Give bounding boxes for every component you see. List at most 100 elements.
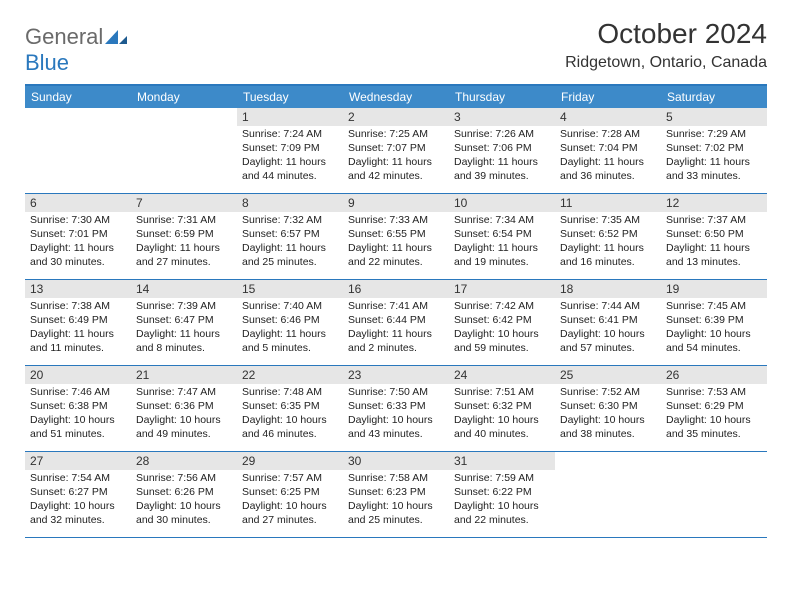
day-info: Sunrise: 7:39 AMSunset: 6:47 PMDaylight:… [131, 298, 237, 357]
day-number: 31 [449, 452, 555, 470]
day-number: 25 [555, 366, 661, 384]
day-info: Sunrise: 7:56 AMSunset: 6:26 PMDaylight:… [131, 470, 237, 529]
day-number: 9 [343, 194, 449, 212]
calendar-cell: 5Sunrise: 7:29 AMSunset: 7:02 PMDaylight… [661, 108, 767, 194]
day-number: 11 [555, 194, 661, 212]
day-number: 23 [343, 366, 449, 384]
dayname: Wednesday [343, 86, 449, 108]
calendar-cell: 13Sunrise: 7:38 AMSunset: 6:49 PMDayligh… [25, 280, 131, 366]
day-info: Sunrise: 7:47 AMSunset: 6:36 PMDaylight:… [131, 384, 237, 443]
calendar-cell-empty [131, 108, 237, 194]
day-info: Sunrise: 7:28 AMSunset: 7:04 PMDaylight:… [555, 126, 661, 185]
day-number: 14 [131, 280, 237, 298]
day-info: Sunrise: 7:59 AMSunset: 6:22 PMDaylight:… [449, 470, 555, 529]
calendar-cell: 4Sunrise: 7:28 AMSunset: 7:04 PMDaylight… [555, 108, 661, 194]
day-info: Sunrise: 7:25 AMSunset: 7:07 PMDaylight:… [343, 126, 449, 185]
day-number: 12 [661, 194, 767, 212]
calendar-cell: 3Sunrise: 7:26 AMSunset: 7:06 PMDaylight… [449, 108, 555, 194]
calendar-cell: 22Sunrise: 7:48 AMSunset: 6:35 PMDayligh… [237, 366, 343, 452]
day-number: 4 [555, 108, 661, 126]
day-info: Sunrise: 7:40 AMSunset: 6:46 PMDaylight:… [237, 298, 343, 357]
day-number: 8 [237, 194, 343, 212]
location: Ridgetown, Ontario, Canada [565, 54, 767, 72]
day-number: 17 [449, 280, 555, 298]
day-number: 18 [555, 280, 661, 298]
day-info: Sunrise: 7:58 AMSunset: 6:23 PMDaylight:… [343, 470, 449, 529]
calendar-cell: 2Sunrise: 7:25 AMSunset: 7:07 PMDaylight… [343, 108, 449, 194]
calendar-cell: 30Sunrise: 7:58 AMSunset: 6:23 PMDayligh… [343, 452, 449, 538]
day-info: Sunrise: 7:33 AMSunset: 6:55 PMDaylight:… [343, 212, 449, 271]
day-number: 27 [25, 452, 131, 470]
calendar-cell-empty [25, 108, 131, 194]
calendar-cell: 28Sunrise: 7:56 AMSunset: 6:26 PMDayligh… [131, 452, 237, 538]
brand-name-1: General [25, 24, 103, 49]
dayname: Friday [555, 86, 661, 108]
day-number: 16 [343, 280, 449, 298]
day-info: Sunrise: 7:29 AMSunset: 7:02 PMDaylight:… [661, 126, 767, 185]
brand-logo: General Blue [25, 24, 127, 76]
calendar-cell-empty [555, 452, 661, 538]
day-number: 29 [237, 452, 343, 470]
title-block: October 2024 Ridgetown, Ontario, Canada [565, 18, 767, 74]
calendar-cell: 23Sunrise: 7:50 AMSunset: 6:33 PMDayligh… [343, 366, 449, 452]
day-number: 21 [131, 366, 237, 384]
dayname: Saturday [661, 86, 767, 108]
dayname: Thursday [449, 86, 555, 108]
day-info: Sunrise: 7:53 AMSunset: 6:29 PMDaylight:… [661, 384, 767, 443]
calendar-cell: 15Sunrise: 7:40 AMSunset: 6:46 PMDayligh… [237, 280, 343, 366]
day-info: Sunrise: 7:45 AMSunset: 6:39 PMDaylight:… [661, 298, 767, 357]
dayname: Tuesday [237, 86, 343, 108]
day-number: 19 [661, 280, 767, 298]
day-number: 22 [237, 366, 343, 384]
day-info: Sunrise: 7:54 AMSunset: 6:27 PMDaylight:… [25, 470, 131, 529]
day-info: Sunrise: 7:52 AMSunset: 6:30 PMDaylight:… [555, 384, 661, 443]
dayname: Sunday [25, 86, 131, 108]
calendar-cell: 29Sunrise: 7:57 AMSunset: 6:25 PMDayligh… [237, 452, 343, 538]
day-number: 24 [449, 366, 555, 384]
calendar-cell: 24Sunrise: 7:51 AMSunset: 6:32 PMDayligh… [449, 366, 555, 452]
calendar-cell: 7Sunrise: 7:31 AMSunset: 6:59 PMDaylight… [131, 194, 237, 280]
day-info: Sunrise: 7:44 AMSunset: 6:41 PMDaylight:… [555, 298, 661, 357]
day-number: 15 [237, 280, 343, 298]
day-info: Sunrise: 7:37 AMSunset: 6:50 PMDaylight:… [661, 212, 767, 271]
calendar-cell: 9Sunrise: 7:33 AMSunset: 6:55 PMDaylight… [343, 194, 449, 280]
day-info: Sunrise: 7:32 AMSunset: 6:57 PMDaylight:… [237, 212, 343, 271]
day-info: Sunrise: 7:42 AMSunset: 6:42 PMDaylight:… [449, 298, 555, 357]
dayname: Monday [131, 86, 237, 108]
calendar-cell-empty [661, 452, 767, 538]
day-number: 6 [25, 194, 131, 212]
calendar-cell: 31Sunrise: 7:59 AMSunset: 6:22 PMDayligh… [449, 452, 555, 538]
calendar-cell: 8Sunrise: 7:32 AMSunset: 6:57 PMDaylight… [237, 194, 343, 280]
day-info: Sunrise: 7:24 AMSunset: 7:09 PMDaylight:… [237, 126, 343, 185]
day-info: Sunrise: 7:57 AMSunset: 6:25 PMDaylight:… [237, 470, 343, 529]
day-info: Sunrise: 7:35 AMSunset: 6:52 PMDaylight:… [555, 212, 661, 271]
day-number: 1 [237, 108, 343, 126]
day-number: 30 [343, 452, 449, 470]
calendar-cell: 18Sunrise: 7:44 AMSunset: 6:41 PMDayligh… [555, 280, 661, 366]
day-info: Sunrise: 7:31 AMSunset: 6:59 PMDaylight:… [131, 212, 237, 271]
day-info: Sunrise: 7:41 AMSunset: 6:44 PMDaylight:… [343, 298, 449, 357]
month-title: October 2024 [565, 18, 767, 50]
calendar-cell: 10Sunrise: 7:34 AMSunset: 6:54 PMDayligh… [449, 194, 555, 280]
dayname-row: Sunday Monday Tuesday Wednesday Thursday… [25, 86, 767, 108]
calendar-cell: 20Sunrise: 7:46 AMSunset: 6:38 PMDayligh… [25, 366, 131, 452]
calendar-cell: 14Sunrise: 7:39 AMSunset: 6:47 PMDayligh… [131, 280, 237, 366]
sail-icon [105, 30, 127, 44]
day-info: Sunrise: 7:30 AMSunset: 7:01 PMDaylight:… [25, 212, 131, 271]
calendar-grid: 1Sunrise: 7:24 AMSunset: 7:09 PMDaylight… [25, 108, 767, 538]
day-info: Sunrise: 7:34 AMSunset: 6:54 PMDaylight:… [449, 212, 555, 271]
day-info: Sunrise: 7:51 AMSunset: 6:32 PMDaylight:… [449, 384, 555, 443]
calendar-cell: 19Sunrise: 7:45 AMSunset: 6:39 PMDayligh… [661, 280, 767, 366]
calendar-cell: 16Sunrise: 7:41 AMSunset: 6:44 PMDayligh… [343, 280, 449, 366]
day-number: 3 [449, 108, 555, 126]
header: General Blue October 2024 Ridgetown, Ont… [25, 18, 767, 76]
day-info: Sunrise: 7:50 AMSunset: 6:33 PMDaylight:… [343, 384, 449, 443]
day-number: 28 [131, 452, 237, 470]
day-number: 13 [25, 280, 131, 298]
calendar-cell: 1Sunrise: 7:24 AMSunset: 7:09 PMDaylight… [237, 108, 343, 194]
calendar-cell: 27Sunrise: 7:54 AMSunset: 6:27 PMDayligh… [25, 452, 131, 538]
day-number: 7 [131, 194, 237, 212]
day-info: Sunrise: 7:38 AMSunset: 6:49 PMDaylight:… [25, 298, 131, 357]
brand-name-2: Blue [25, 50, 69, 75]
day-number: 20 [25, 366, 131, 384]
